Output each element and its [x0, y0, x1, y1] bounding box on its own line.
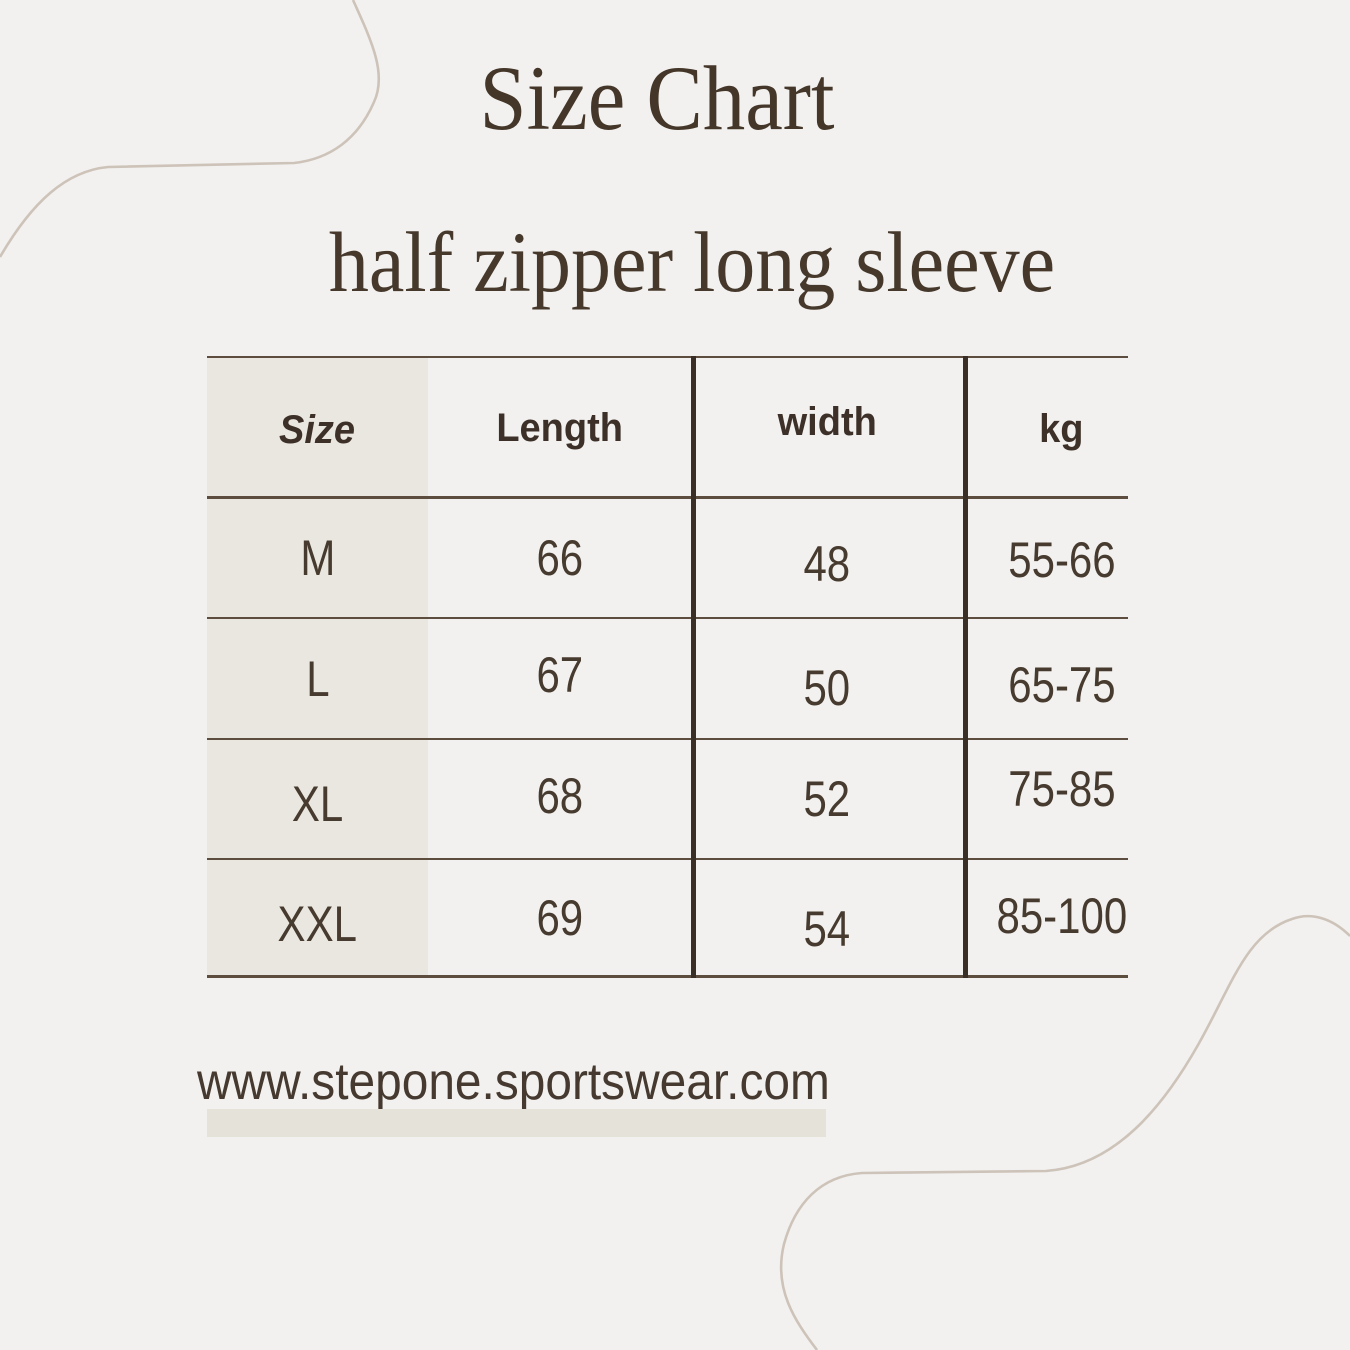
- cell-size: XL: [207, 740, 428, 858]
- cell-kg: 55-66: [963, 498, 1128, 617]
- cell-kg: 65-75: [963, 619, 1128, 738]
- header-label: kg: [1039, 406, 1084, 451]
- cell-kg: 85-100: [963, 860, 1128, 975]
- cell-width: 54: [691, 860, 963, 975]
- cell-value: XXL: [277, 895, 358, 952]
- cell-value: 50: [803, 659, 851, 716]
- cell-width: 52: [691, 740, 963, 858]
- highlight-bar: [207, 1109, 826, 1137]
- cell-length: 67: [428, 619, 691, 738]
- website-url: www.stepone.sportswear.com: [197, 1056, 885, 1108]
- table-border-bottom: [207, 975, 1128, 978]
- table-row: L 67 50 65-75: [207, 619, 1128, 738]
- cell-value: XL: [291, 776, 344, 832]
- decorative-curve-bottom-right: [779, 914, 1350, 1350]
- cell-value: 69: [536, 889, 583, 946]
- cell-value: 65-75: [1007, 656, 1116, 713]
- cell-kg: 75-85: [963, 740, 1128, 858]
- cell-value: 54: [803, 900, 851, 957]
- size-table: Size Length width kg M 66 48 55-66: [207, 356, 1128, 978]
- cell-value: 55-66: [1007, 531, 1116, 588]
- header-cell-width: width: [691, 356, 963, 498]
- cell-value: 75-85: [1007, 761, 1116, 817]
- cell-value: M: [300, 529, 335, 586]
- header-label: Length: [496, 405, 623, 450]
- table-column-separator: [691, 356, 696, 978]
- cell-length: 68: [428, 740, 691, 858]
- cell-value: 48: [803, 535, 851, 592]
- cell-size: L: [207, 619, 428, 738]
- cell-value: 68: [536, 768, 583, 824]
- cell-value: 66: [536, 529, 583, 586]
- table-row-separator: [207, 617, 1128, 619]
- header-cell-size: Size: [207, 356, 428, 498]
- cell-width: 48: [691, 498, 963, 617]
- header-cell-kg: kg: [963, 356, 1128, 498]
- table-row-separator: [207, 738, 1128, 740]
- page-title-text: Size Chart: [479, 47, 835, 149]
- table-border-top: [207, 356, 1128, 358]
- header-label: width: [777, 399, 877, 444]
- size-column-shade: [207, 356, 428, 978]
- table-column-separator: [963, 356, 968, 978]
- header-label: Size: [279, 407, 356, 452]
- cell-value: 85-100: [996, 887, 1127, 944]
- table-row-separator: [207, 858, 1128, 860]
- decorative-curve-top-left: [0, 0, 381, 258]
- cell-size: M: [207, 498, 428, 617]
- header-cell-length: Length: [428, 356, 691, 498]
- cell-value: 52: [803, 771, 851, 827]
- cell-width: 50: [691, 619, 963, 738]
- table-header-separator: [207, 496, 1128, 499]
- cell-value: L: [305, 650, 330, 707]
- product-subtitle: half zipper long sleeve: [302, 210, 1083, 314]
- table-row: M 66 48 55-66: [207, 498, 1128, 617]
- website-url-text: www.stepone.sportswear.com: [197, 1053, 830, 1111]
- table-header-row: Size Length width kg: [207, 356, 1128, 498]
- cell-value: 67: [536, 646, 583, 703]
- table-row: XXL 69 54 85-100: [207, 860, 1128, 975]
- page-title: Size Chart: [464, 48, 850, 148]
- cell-size: XXL: [207, 860, 428, 975]
- table-row: XL 68 52 75-85: [207, 740, 1128, 858]
- product-subtitle-text: half zipper long sleeve: [328, 214, 1056, 310]
- cell-length: 69: [428, 860, 691, 975]
- cell-length: 66: [428, 498, 691, 617]
